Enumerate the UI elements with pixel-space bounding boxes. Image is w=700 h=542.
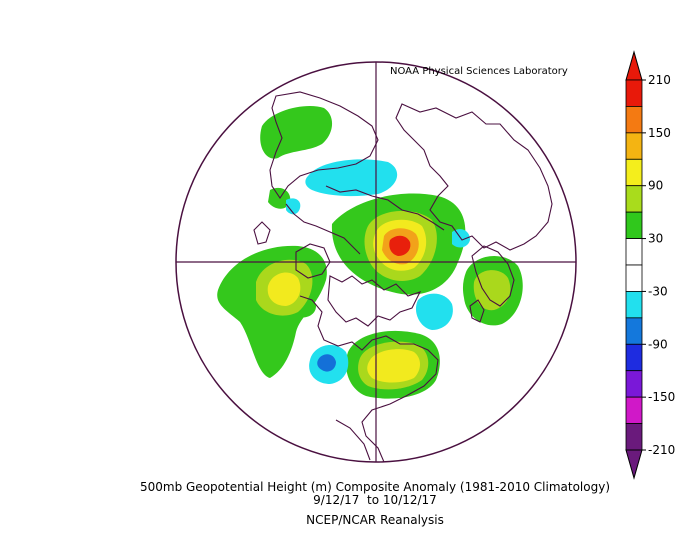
anomaly-negative-30-north-atlantic [415,293,453,330]
colorbar-label: -150 [648,390,675,404]
coast-mediterranean [325,185,445,231]
colorbar-segment [625,158,643,187]
colorbar-segment [625,106,643,134]
colorbar-top-arrow [625,50,643,81]
coast-japan [253,221,271,245]
coast-north-america [299,295,439,462]
date-range: 9/12/17 to 10/12/17 [313,493,437,507]
colorbar-segment [625,317,643,345]
colorbar-segment [625,396,643,424]
colorbar-segment [625,264,643,292]
anomaly-positive-90-pacific [267,272,301,306]
anomaly-negative-30-atlantic [286,198,301,215]
coast-uk [469,299,485,323]
coast-scandinavia [471,245,515,307]
anomaly-positive-30-north-africa [260,106,333,159]
colorbar-segment [625,185,643,213]
coast-south-america [335,419,371,461]
colorbar-label: 150 [648,126,671,140]
colorbar-label: 90 [648,179,663,193]
coast-greenland [295,243,331,279]
colorbar-segment [625,291,643,319]
colorbar-segment [625,343,643,372]
colorbar-label: -90 [648,337,668,351]
colorbar-labels: 210 150 90 30 -30 -90 -150 -210 [642,73,675,457]
map-title: 500mb Geopotential Height (m) Composite … [139,480,610,494]
coast-africa [269,91,379,199]
colorbar-label: -210 [648,443,675,457]
coast-canada-arctic [327,275,422,327]
anomaly-fields [217,106,523,399]
colorbar-bottom-arrow [625,449,643,480]
colorbar-label: 210 [648,73,671,87]
anomaly-positive-90-north-america [367,349,420,383]
coast-asia-east [285,203,361,255]
dataset-label: NCEP/NCAR Reanalysis [306,513,444,527]
colorbar-segment [625,370,643,398]
colorbar-segment [625,423,643,451]
credit-label: NOAA Physical Sciences Laboratory [390,66,568,77]
colorbar-segments [625,50,643,480]
anomaly-positive-210-arctic [389,235,411,256]
colorbar-segment [625,238,643,266]
colorbar-segment [625,211,643,239]
colorbar-segment [625,79,643,107]
colorbar: 210 150 90 30 -30 -90 -150 -210 [625,50,675,480]
anomaly-positive-30-mideast [268,187,291,209]
anomaly-negative-90-canada [317,354,336,372]
colorbar-label: -30 [648,284,668,298]
map-boundary [175,61,577,463]
anomaly-positive-60-europe [473,270,511,311]
colorbar-segment [625,132,643,160]
coast-eurasia [395,103,553,251]
coastlines [253,91,553,462]
colorbar-label: 30 [648,232,663,246]
